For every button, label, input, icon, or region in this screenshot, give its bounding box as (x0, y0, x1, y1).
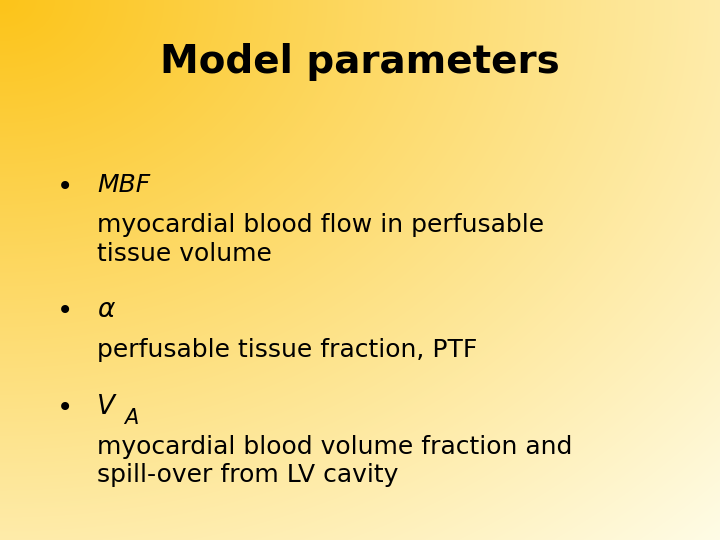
Text: Model parameters: Model parameters (160, 43, 560, 81)
Text: α: α (97, 297, 114, 323)
Text: A: A (125, 408, 139, 428)
Text: •: • (57, 173, 73, 201)
Text: MBF: MBF (97, 173, 150, 197)
Text: •: • (57, 297, 73, 325)
Text: •: • (57, 394, 73, 422)
Text: perfusable tissue fraction, PTF: perfusable tissue fraction, PTF (97, 338, 477, 361)
Text: V: V (97, 394, 115, 420)
Text: myocardial blood volume fraction and
spill-over from LV cavity: myocardial blood volume fraction and spi… (97, 435, 572, 488)
Text: myocardial blood flow in perfusable
tissue volume: myocardial blood flow in perfusable tiss… (97, 213, 544, 266)
